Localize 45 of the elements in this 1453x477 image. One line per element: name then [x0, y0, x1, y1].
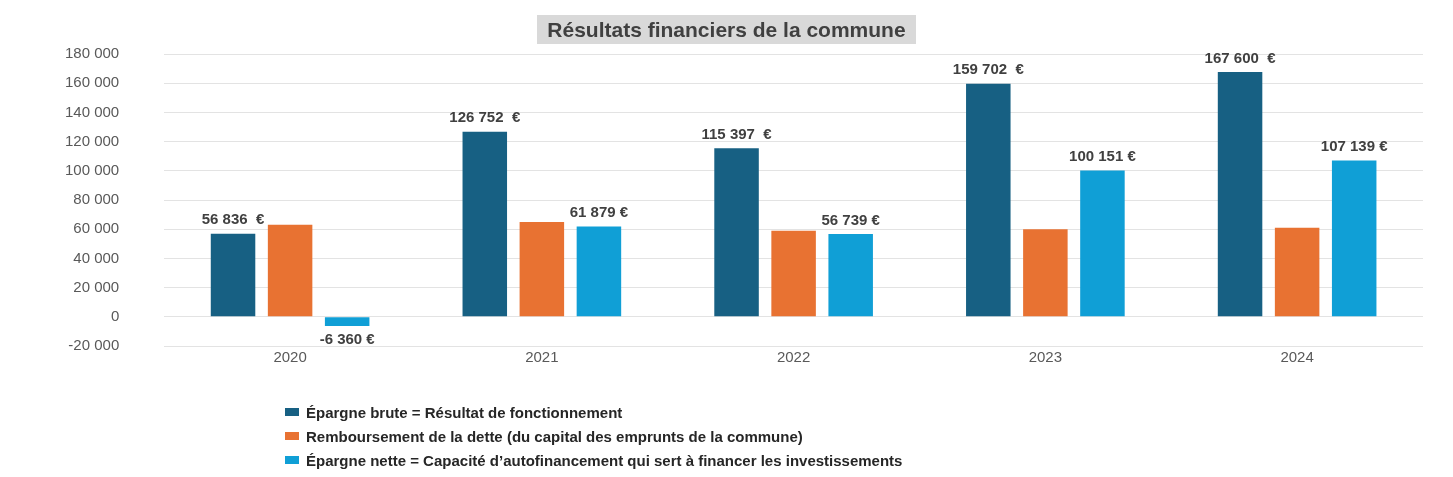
y-tick-label: -20 000	[68, 336, 120, 354]
legend-label: Épargne brute = Résultat de fonctionnement	[305, 402, 624, 423]
data-label: -6 360 €	[319, 329, 376, 347]
y-tick-label: 60 000	[73, 219, 120, 237]
legend-label: Remboursement de la dette (du capital des emprunts de la commune)	[305, 426, 804, 447]
bar	[210, 233, 256, 317]
bar	[519, 221, 565, 317]
y-tick-label: 80 000	[73, 190, 120, 208]
x-tick-label: 2021	[525, 348, 559, 366]
bar	[576, 226, 622, 317]
x-tick-label: 2024	[1280, 348, 1314, 366]
bar	[1080, 170, 1125, 317]
bar	[462, 131, 508, 317]
bar	[267, 224, 313, 317]
y-tick-label: 100 000	[64, 160, 120, 178]
y-tick-label: 20 000	[73, 277, 120, 295]
bar	[1023, 229, 1068, 317]
bar	[714, 148, 759, 317]
x-tick-label: 2020	[273, 348, 307, 366]
data-label: 126 752 €	[449, 108, 521, 126]
y-tick-label: 0	[110, 306, 120, 324]
y-tick-label: 180 000	[64, 44, 120, 62]
data-label: 100 151 €	[1069, 147, 1137, 165]
bar	[771, 230, 816, 317]
y-tick-label: 140 000	[64, 102, 120, 120]
x-tick-label: 2023	[1028, 348, 1063, 366]
y-tick-label: 120 000	[64, 131, 120, 149]
data-label: 167 600 €	[1204, 48, 1277, 66]
bar	[828, 233, 873, 317]
bar	[324, 317, 370, 327]
data-label: 107 139 €	[1320, 137, 1389, 155]
legend-label: Épargne nette = Capacité d’autofinancement qui sert à financer les investissements	[305, 450, 903, 471]
data-label: 56 836 €	[201, 210, 265, 228]
bar	[966, 83, 1011, 317]
data-label: 115 397 €	[701, 124, 773, 142]
data-label: 61 879 €	[569, 203, 629, 221]
bar	[1217, 72, 1263, 317]
bar	[1274, 227, 1320, 317]
y-tick-label: 40 000	[73, 248, 120, 266]
data-label: 159 702 €	[952, 60, 1025, 78]
x-tick-label: 2022	[776, 348, 811, 366]
bar	[1331, 160, 1377, 317]
data-label: 56 739 €	[821, 210, 881, 228]
chart-title: Résultats financiers de la commune	[537, 15, 916, 44]
y-tick-label: 160 000	[64, 73, 120, 91]
